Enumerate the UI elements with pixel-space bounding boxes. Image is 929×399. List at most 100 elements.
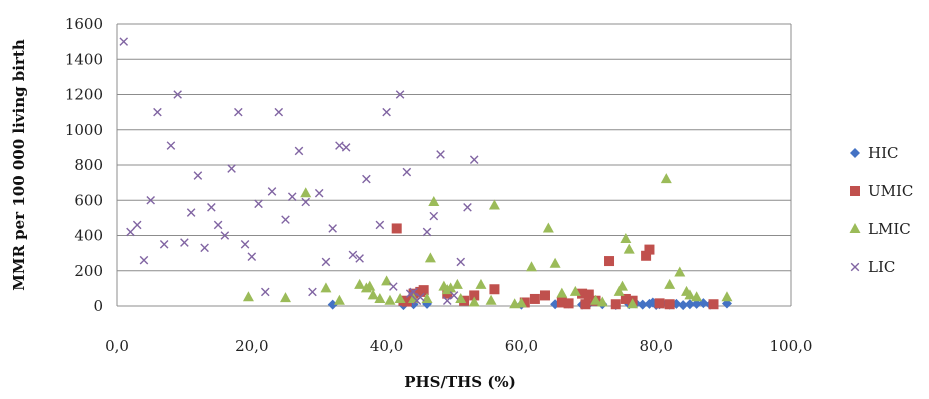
lic-point <box>267 187 277 196</box>
y-tick-label: 0 <box>93 297 103 315</box>
y-tick-label: 1200 <box>65 86 103 104</box>
lic-point <box>240 240 250 249</box>
lic-point <box>362 174 371 184</box>
lmic-point <box>475 278 487 289</box>
lmic-point <box>242 291 254 302</box>
lic-point <box>294 146 304 156</box>
y-tick-label: 200 <box>74 262 103 280</box>
lic-point <box>146 195 155 205</box>
umic-point <box>708 299 719 310</box>
x-axis-title: PHS/THS (%) <box>404 373 516 391</box>
hic-point <box>678 300 689 311</box>
legend-label: HIC <box>868 144 898 162</box>
y-axis-title: MMR per 100 000 living birth <box>10 39 28 291</box>
lic-point <box>186 208 196 217</box>
lmic-point <box>320 282 332 293</box>
umic-point <box>469 290 480 301</box>
data-points <box>119 37 733 311</box>
lic-point <box>126 227 135 237</box>
lic-point <box>220 231 230 240</box>
y-tick-label: 1000 <box>65 121 103 139</box>
lic-point <box>213 220 223 230</box>
lic-point <box>328 224 337 233</box>
lic-point <box>166 141 176 150</box>
lmic-point <box>485 294 497 305</box>
lic-point <box>159 240 169 249</box>
umic-point <box>391 223 402 234</box>
lmic-point <box>549 257 561 268</box>
lic-point <box>449 291 459 300</box>
y-tick-label: 800 <box>74 156 103 174</box>
lmic-point <box>556 287 568 298</box>
umic-point <box>489 284 500 295</box>
lmic-point <box>451 278 463 289</box>
umic-point <box>654 298 665 309</box>
x-tick-label: 100,0 <box>770 337 813 355</box>
lmic-point <box>364 280 376 291</box>
lic-point <box>412 296 422 306</box>
umic-point <box>577 288 588 299</box>
lmic-point <box>367 289 379 300</box>
lic-point <box>442 296 452 306</box>
lic-point <box>436 150 445 159</box>
lmic-point <box>526 261 538 272</box>
lmic-point <box>300 187 312 198</box>
y-tick-label: 600 <box>74 191 103 209</box>
y-tick-label: 1400 <box>65 50 103 68</box>
lic-point <box>173 90 182 99</box>
umic-point <box>850 186 860 196</box>
lic-point <box>850 262 860 272</box>
lmic-point <box>424 252 436 263</box>
lic-point <box>227 164 236 173</box>
lic-point <box>382 107 391 117</box>
lmic-point <box>374 292 386 303</box>
umic-point <box>604 256 615 267</box>
lmic-point <box>445 282 457 293</box>
lic-point <box>281 215 290 224</box>
lmic-point <box>468 296 480 307</box>
lic-point <box>200 243 209 253</box>
lmic-point <box>849 223 861 233</box>
umic-point <box>664 299 675 310</box>
umic-point <box>610 299 621 310</box>
lmic-point <box>691 291 703 302</box>
lmic-point <box>721 291 733 302</box>
x-tick-labels: 0,0 20,0 40,0 60,0 80,0 100,0 <box>105 337 812 355</box>
lic-point <box>335 141 344 150</box>
lmic-point <box>384 294 396 305</box>
umic-point <box>580 299 591 310</box>
y-tick-label: 400 <box>74 227 103 245</box>
lmic-point <box>394 292 406 303</box>
legend: HIC UMIC LMIC LIC <box>849 144 913 276</box>
lic-point <box>321 257 331 267</box>
lic-point <box>375 220 385 230</box>
umic-point <box>556 297 567 308</box>
lmic-point <box>488 199 500 210</box>
lic-point <box>355 254 364 263</box>
lic-point <box>274 107 284 117</box>
umic-point <box>563 298 574 309</box>
hic-point <box>850 148 860 158</box>
umic-point <box>583 289 594 300</box>
gridlines <box>116 23 792 307</box>
lic-point <box>389 282 398 291</box>
umic-point <box>529 293 540 304</box>
x-tick-label: 20,0 <box>235 337 268 355</box>
x-tick-label: 60,0 <box>505 337 538 355</box>
lmic-point <box>333 294 345 305</box>
lic-point <box>193 171 203 180</box>
lic-point <box>287 192 297 202</box>
lic-point <box>402 167 412 177</box>
lic-point <box>153 107 162 117</box>
lmic-point <box>542 222 554 233</box>
lic-point <box>314 188 324 198</box>
lmic-point <box>381 275 393 286</box>
lmic-point <box>280 292 291 303</box>
lic-point <box>422 227 432 237</box>
lmic-point <box>623 243 635 254</box>
lic-point <box>132 220 142 230</box>
lmic-point <box>674 266 686 277</box>
lmic-point <box>455 292 467 303</box>
legend-label: UMIC <box>868 182 913 200</box>
lic-point <box>456 257 466 267</box>
